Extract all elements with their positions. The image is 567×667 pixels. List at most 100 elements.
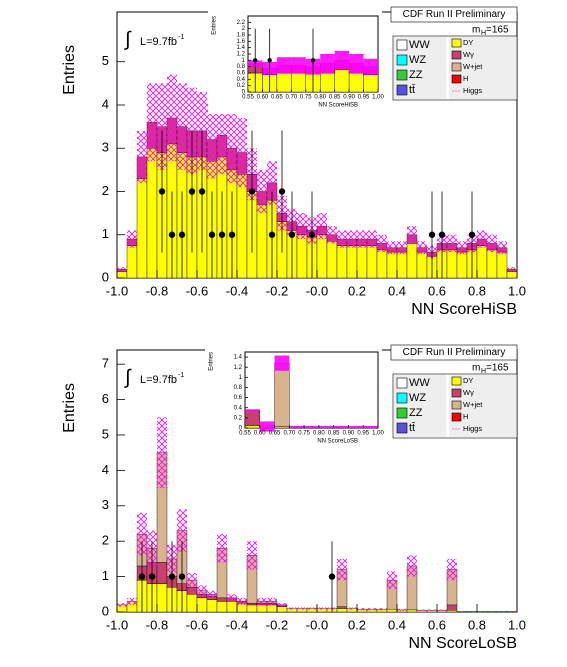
x-tick-label: 0.55 <box>239 431 251 437</box>
bar-segment <box>276 72 292 93</box>
x-tick-label: 0.70 <box>285 95 297 101</box>
x-tick-label: 0.6 <box>428 617 446 632</box>
uncertainty-band <box>127 597 137 605</box>
x-tick-label: 0.65 <box>269 431 281 437</box>
legend-label: W+jet <box>463 400 483 409</box>
uncertainty-band <box>347 230 357 248</box>
uncertainty-band <box>287 607 297 610</box>
y-tick-label: 3 <box>102 140 109 155</box>
bar-segment <box>456 251 468 279</box>
uncertainty-band <box>387 571 397 589</box>
y-tick-label: 5 <box>102 53 109 68</box>
bar-segment <box>196 597 208 613</box>
bar-segment <box>316 234 328 279</box>
bar-segment <box>366 245 378 279</box>
legend-swatch <box>396 54 408 66</box>
legend-swatch <box>396 39 408 51</box>
x-tick-label: -0.6 <box>186 617 208 632</box>
legend-label: ZZ <box>409 69 423 81</box>
bar-segment <box>496 251 508 279</box>
uncertainty-band <box>377 608 387 611</box>
y-tick-label: 0 <box>102 603 109 618</box>
uncertainty-band <box>497 610 507 612</box>
inset-frame <box>244 351 379 429</box>
y-tick-label: 6 <box>102 391 109 406</box>
uncertainty-band <box>347 607 357 610</box>
uncertainty-band <box>457 610 467 612</box>
x-tick-label: -0.0 <box>306 283 328 298</box>
uncertainty-band <box>274 355 290 371</box>
lumi-label: L=9.7fb <box>140 374 177 386</box>
bar-segment <box>226 601 238 613</box>
data-point <box>178 573 186 580</box>
uncertainty-band <box>187 573 197 588</box>
uncertainty-band <box>197 585 207 597</box>
bar-segment <box>396 251 408 279</box>
legend-swatch <box>451 74 462 84</box>
uncertainty-band <box>207 100 217 179</box>
y-tick-label: 0 <box>242 90 246 96</box>
data-point <box>208 231 216 238</box>
uncertainty-band <box>363 425 378 428</box>
y-tick-label: 2 <box>242 26 246 32</box>
data-point <box>328 573 336 580</box>
legend-swatch <box>396 84 408 96</box>
inset-y-label: Entries <box>212 16 218 35</box>
legend-label: WZ <box>409 392 426 404</box>
uncertainty-band <box>487 610 497 612</box>
data-point <box>198 188 206 195</box>
x-tick-label: 0.75 <box>298 431 310 437</box>
bar-segment <box>246 604 258 613</box>
uncertainty-band <box>333 425 349 428</box>
uncertainty-band <box>247 541 257 570</box>
mass-label: m <box>472 363 480 374</box>
bar-segment <box>246 602 258 606</box>
bar-segment <box>348 72 364 93</box>
uncertainty-band <box>277 603 287 607</box>
bar-segment <box>506 271 518 279</box>
bar-segment <box>356 245 368 279</box>
mass-subscript: H <box>481 368 486 375</box>
bar-segment <box>376 249 388 279</box>
bar-segment <box>346 245 358 279</box>
y-tick-label: 0.4 <box>234 405 243 411</box>
uncertainty-band <box>217 534 227 563</box>
uncertainty-band <box>397 241 407 255</box>
legend-swatch <box>451 388 462 398</box>
y-tick-label: 1 <box>102 568 109 583</box>
x-tick-label: -0.6 <box>186 283 208 298</box>
uncertainty-band <box>157 417 167 489</box>
bar-segment <box>236 173 248 279</box>
x-tick-label: 0.80 <box>313 431 325 437</box>
x-tick-label: 0.2 <box>348 283 366 298</box>
bar-segment <box>446 610 458 613</box>
x-tick-label: 0.80 <box>314 95 326 101</box>
uncertainty-band <box>117 267 127 272</box>
legend-label: H <box>463 74 468 83</box>
uncertainty-band <box>297 607 307 610</box>
x-tick-label: -0.8 <box>146 617 168 632</box>
uncertainty-band <box>327 226 337 244</box>
chart-title: CDF Run II Preliminary <box>403 347 506 358</box>
y-tick-label: 0.6 <box>237 71 246 77</box>
bar-segment <box>291 72 306 93</box>
x-tick-label: -1.0 <box>106 283 128 298</box>
uncertainty-band <box>257 597 267 605</box>
lumi-superscript: -1 <box>178 34 184 41</box>
bar-segment <box>156 562 168 584</box>
uncertainty-band <box>257 169 267 214</box>
uncertainty-band <box>177 509 187 552</box>
bar-segment <box>216 601 228 613</box>
y-axis-label: Entries <box>61 45 78 95</box>
x-tick-label: 0.95 <box>358 95 370 101</box>
legend-label: DY <box>463 376 473 385</box>
x-tick-label: -0.0 <box>306 617 328 632</box>
uncertainty-band <box>127 230 137 248</box>
uncertainty-band <box>349 54 364 73</box>
bar-segment <box>256 204 268 279</box>
data-point <box>228 231 236 238</box>
y-tick-label: 2 <box>102 183 109 198</box>
mass-label: m <box>472 25 480 36</box>
